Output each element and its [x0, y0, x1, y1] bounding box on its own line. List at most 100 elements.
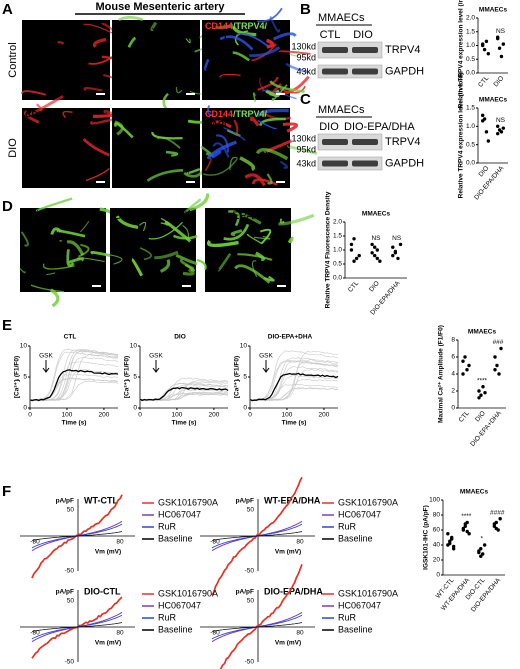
stain-part: /TRPV4/: [233, 109, 268, 119]
micrograph: [22, 20, 110, 100]
dot: [499, 130, 504, 134]
y-tick-label: 0: [243, 405, 247, 412]
protein-label: TRPV4: [385, 136, 420, 148]
signal: [243, 214, 261, 223]
protein-label: GAPDH: [385, 157, 424, 169]
dot: [463, 522, 467, 526]
protein-label: GAPDH: [385, 65, 424, 77]
dot: [465, 368, 469, 372]
signal: [228, 211, 238, 225]
signal: [183, 269, 193, 274]
signal: [283, 124, 297, 131]
band: [352, 160, 378, 167]
dot: [465, 529, 469, 534]
y-tick-label: 0.0: [333, 275, 342, 282]
signal: [84, 88, 102, 90]
trace: [29, 369, 119, 402]
x-axis-label: Vm (mV): [95, 640, 121, 647]
dot: [370, 251, 374, 255]
dot: [391, 253, 395, 258]
legend-label: GSK1016790A: [338, 588, 398, 598]
signal: [206, 159, 211, 171]
signal: [212, 152, 220, 157]
panel-title: Mouse Mesenteric artery: [96, 1, 226, 13]
signal: [240, 158, 253, 170]
signal: [254, 93, 256, 102]
x-axis-label: Time (s): [172, 420, 197, 427]
x-axis-label: Time (s): [62, 420, 87, 427]
y-min: -50: [245, 659, 255, 666]
dot: [480, 42, 485, 46]
signal: [176, 87, 182, 93]
signal: [274, 34, 296, 39]
x-tick-label: DIO-EPA+DHA: [469, 409, 503, 448]
x-tick-label: 0: [138, 412, 142, 419]
y-tick-label: 8: [451, 337, 455, 344]
legend-label: Baseline: [158, 624, 193, 634]
y-axis-label: IGSK101-IHC (pA/pF): [423, 505, 430, 570]
iv-trace: [31, 531, 123, 541]
legend-label: RuR: [338, 612, 357, 622]
iv-trace: [211, 531, 303, 541]
trace: [139, 383, 229, 402]
y-tick-label: 80: [433, 512, 441, 519]
dot: [375, 248, 379, 252]
signal: [252, 261, 256, 277]
annotation: ****: [477, 377, 488, 384]
signal: [20, 268, 25, 273]
signal: [22, 91, 46, 95]
dot: [354, 256, 359, 261]
annotation: ****: [461, 513, 472, 520]
protein-label: TRPV4: [385, 44, 420, 56]
x-max: 80: [116, 630, 124, 637]
dot: [493, 355, 497, 359]
signal: [266, 90, 278, 95]
legend-label: HC067047: [338, 509, 381, 519]
x-axis-label: Vm (mV): [95, 549, 121, 556]
signal: [68, 249, 74, 265]
signal: [203, 159, 237, 175]
signal: [257, 8, 282, 21]
dot: [398, 242, 403, 247]
dot: [446, 532, 450, 536]
signal: [263, 90, 297, 99]
signal: [237, 34, 268, 47]
signal: [253, 179, 277, 184]
dot: [482, 543, 487, 547]
iv-trace: [31, 596, 123, 659]
signal: [245, 175, 264, 186]
y-axis-label: pA/pF: [236, 498, 254, 505]
trace: [139, 386, 229, 402]
marker-label: 130kd: [291, 41, 316, 51]
plot-title: DIO-CTL: [84, 586, 121, 596]
signal: [208, 142, 236, 159]
signal: [117, 216, 138, 227]
blot: [317, 133, 383, 151]
signal: [286, 64, 309, 72]
blot: [317, 41, 383, 59]
annotation: NS: [371, 235, 381, 242]
scale-bar: [92, 285, 101, 287]
legend-label: RuR: [158, 521, 177, 531]
x-tick-label: DIO: [478, 165, 491, 178]
dot: [479, 547, 483, 551]
trace-title: DIO-EPA+DHA: [268, 334, 313, 341]
signal: [58, 42, 64, 44]
panel-label: E: [2, 317, 12, 334]
signal: [237, 254, 272, 260]
y-axis-label: Relative TRPV4 expression level (in fold…: [458, 0, 465, 108]
y-tick-label: 10: [240, 343, 248, 350]
scale-bar: [186, 181, 195, 183]
y-max: 50: [67, 507, 75, 514]
dot: [481, 552, 485, 556]
signal: [270, 16, 279, 31]
x-tick-label: CTL: [347, 280, 361, 294]
y-tick-label: 0.5: [466, 56, 475, 63]
trace: [250, 384, 339, 401]
signal: [129, 38, 136, 47]
signal: [260, 230, 270, 244]
signal: [220, 74, 241, 77]
signal: [67, 242, 83, 255]
x-max: 80: [296, 630, 304, 637]
signal: [147, 170, 183, 180]
